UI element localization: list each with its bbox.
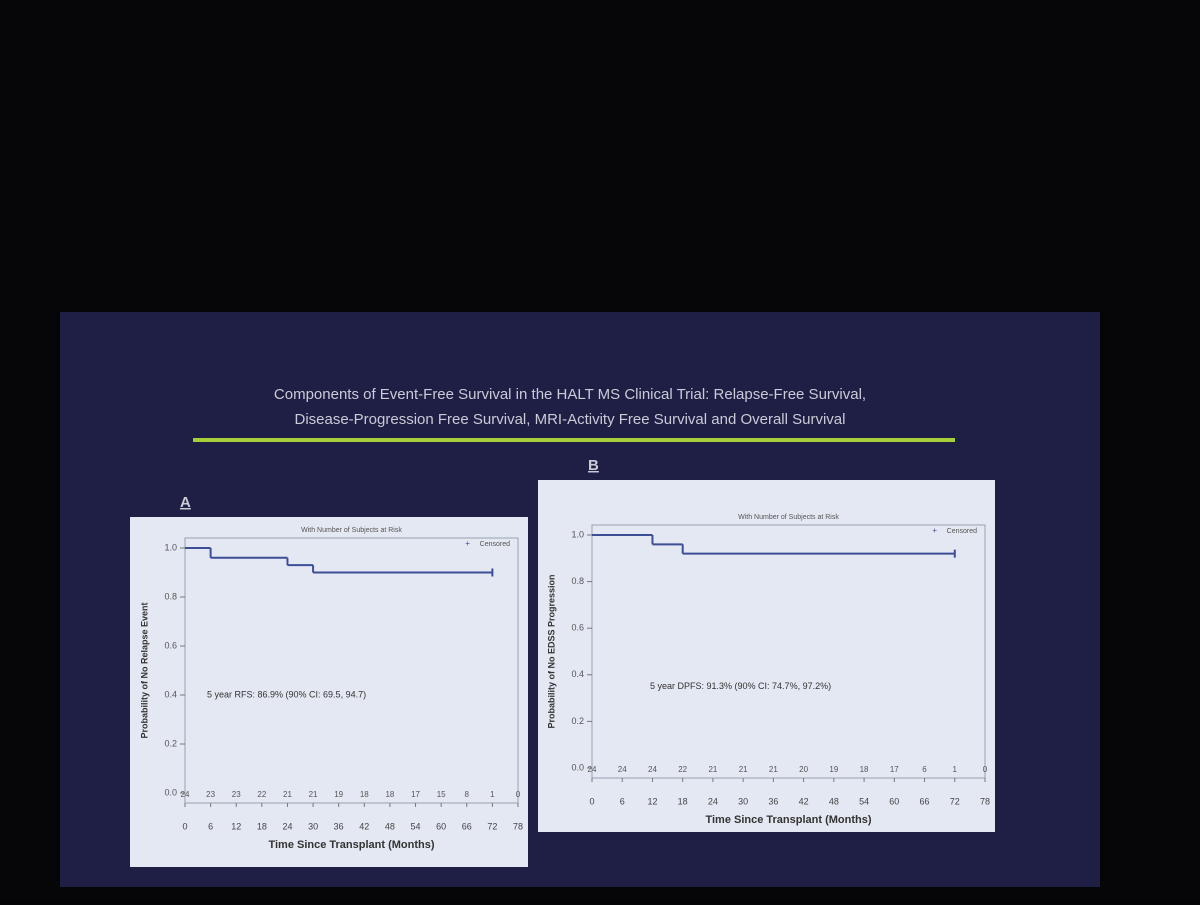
x-tick-label: 0 bbox=[589, 796, 594, 806]
x-tick-label: 78 bbox=[513, 821, 523, 831]
legend-entry: Censored bbox=[947, 528, 977, 535]
legend-entry: Censored bbox=[480, 541, 510, 548]
at-risk-count: 6 bbox=[922, 765, 927, 774]
plot-area bbox=[591, 524, 986, 779]
at-risk-count: 20 bbox=[799, 765, 808, 774]
y-tick-label: 0.8 bbox=[164, 591, 177, 601]
y-axis-label: Probability of No Relapse Event bbox=[139, 602, 149, 738]
chart-panel bbox=[538, 480, 995, 832]
y-tick-label: 0.6 bbox=[571, 623, 584, 633]
x-tick-label: 18 bbox=[678, 796, 688, 806]
x-tick-label: 42 bbox=[359, 821, 369, 831]
at-risk-count: 18 bbox=[360, 790, 369, 799]
x-axis-label: Time Since Transplant (Months) bbox=[268, 839, 434, 851]
y-tick-label: 0.4 bbox=[164, 689, 177, 699]
slide-title: Disease-Progression Free Survival, MRI-A… bbox=[294, 411, 845, 428]
y-tick-label: 0.8 bbox=[571, 576, 584, 586]
at-risk-count: 22 bbox=[257, 790, 266, 799]
at-risk-count: 0 bbox=[516, 790, 521, 799]
at-risk-count: 23 bbox=[232, 790, 241, 799]
at-risk-count: 18 bbox=[385, 790, 394, 799]
x-tick-label: 6 bbox=[208, 821, 213, 831]
x-tick-label: 66 bbox=[920, 796, 930, 806]
y-tick-label: 0.0 bbox=[571, 762, 584, 772]
x-tick-label: 18 bbox=[257, 821, 267, 831]
at-risk-count: 15 bbox=[437, 790, 446, 799]
x-tick-label: 54 bbox=[859, 796, 869, 806]
at-risk-count: 21 bbox=[283, 790, 292, 799]
at-risk-count: 17 bbox=[890, 765, 899, 774]
x-tick-label: 48 bbox=[829, 796, 839, 806]
y-tick-label: 0.6 bbox=[164, 640, 177, 650]
x-tick-label: 6 bbox=[620, 796, 625, 806]
slide-title: Components of Event-Free Survival in the… bbox=[274, 386, 866, 403]
panel-label: A bbox=[180, 494, 191, 511]
y-tick-label: 0.2 bbox=[571, 716, 584, 726]
y-axis-label: Probability of No EDSS Progression bbox=[546, 574, 556, 728]
at-risk-count: 1 bbox=[490, 790, 495, 799]
chart-subtitle: With Number of Subjects at Risk bbox=[301, 527, 402, 534]
legend-symbol: + bbox=[932, 526, 937, 535]
at-risk-count: 0 bbox=[983, 765, 988, 774]
x-tick-label: 24 bbox=[708, 796, 718, 806]
at-risk-count: 17 bbox=[411, 790, 420, 799]
x-tick-label: 60 bbox=[436, 821, 446, 831]
at-risk-count: 21 bbox=[309, 790, 318, 799]
x-tick-label: 54 bbox=[411, 821, 421, 831]
y-tick-label: 0.2 bbox=[164, 738, 177, 748]
at-risk-count: 21 bbox=[769, 765, 778, 774]
at-risk-count: 8 bbox=[465, 790, 470, 799]
at-risk-count: 21 bbox=[708, 765, 717, 774]
at-risk-count: 23 bbox=[206, 790, 215, 799]
at-risk-count: 1 bbox=[953, 765, 958, 774]
at-risk-count: 24 bbox=[588, 765, 597, 774]
y-tick-label: 0.4 bbox=[571, 669, 584, 679]
at-risk-count: 18 bbox=[860, 765, 869, 774]
y-tick-label: 1.0 bbox=[164, 542, 177, 552]
annotation: 5 year DPFS: 91.3% (90% CI: 74.7%, 97.2%… bbox=[650, 681, 831, 691]
at-risk-count: 24 bbox=[181, 790, 190, 799]
x-tick-label: 66 bbox=[462, 821, 472, 831]
at-risk-count: 24 bbox=[648, 765, 657, 774]
x-tick-label: 72 bbox=[487, 821, 497, 831]
x-tick-label: 72 bbox=[950, 796, 960, 806]
x-tick-label: 24 bbox=[282, 821, 292, 831]
panel-label: B bbox=[588, 457, 599, 474]
x-tick-label: 30 bbox=[738, 796, 748, 806]
y-tick-label: 0.0 bbox=[164, 787, 177, 797]
chart-panel bbox=[130, 517, 528, 867]
at-risk-count: 22 bbox=[678, 765, 687, 774]
x-tick-label: 42 bbox=[799, 796, 809, 806]
plot-area bbox=[184, 537, 519, 804]
at-risk-count: 19 bbox=[829, 765, 838, 774]
x-tick-label: 12 bbox=[647, 796, 657, 806]
at-risk-count: 24 bbox=[618, 765, 627, 774]
x-axis-label: Time Since Transplant (Months) bbox=[705, 814, 871, 826]
x-tick-label: 78 bbox=[980, 796, 990, 806]
chart-subtitle: With Number of Subjects at Risk bbox=[738, 514, 839, 521]
legend-symbol: + bbox=[465, 539, 470, 548]
y-tick-label: 1.0 bbox=[571, 529, 584, 539]
x-tick-label: 12 bbox=[231, 821, 241, 831]
x-tick-label: 60 bbox=[889, 796, 899, 806]
x-tick-label: 48 bbox=[385, 821, 395, 831]
x-tick-label: 30 bbox=[308, 821, 318, 831]
x-tick-label: 36 bbox=[334, 821, 344, 831]
annotation: 5 year RFS: 86.9% (90% CI: 69.5, 94.7) bbox=[207, 689, 366, 699]
at-risk-count: 19 bbox=[334, 790, 343, 799]
at-risk-count: 21 bbox=[739, 765, 748, 774]
x-tick-label: 36 bbox=[768, 796, 778, 806]
x-tick-label: 0 bbox=[182, 821, 187, 831]
